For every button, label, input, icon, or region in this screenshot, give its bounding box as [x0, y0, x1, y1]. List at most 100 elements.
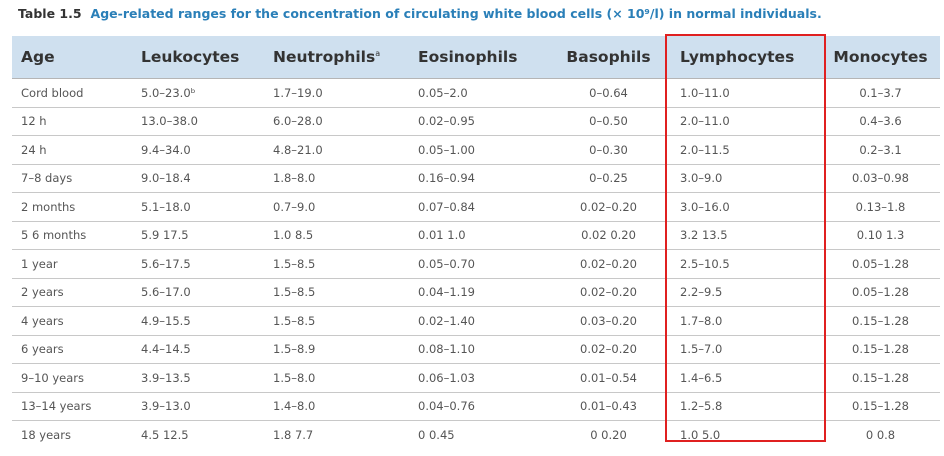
cell-eosinophils: 0.08–1.10: [409, 335, 546, 364]
cell-neutrophils: 1.5–8.5: [264, 306, 409, 336]
cell-eosinophils: 0.04–0.76: [409, 392, 546, 421]
cell-leukocytes: 3.9–13.5: [127, 363, 264, 393]
cell-lymphocytes: 2.5–10.5: [671, 249, 821, 279]
cell-age: 5 6 months: [12, 221, 127, 250]
table-row: 12 h 13.0–38.0 6.0–28.0 0.02–0.95 0–0.50 2.0–…: [12, 107, 940, 136]
cell-basophils: 0 0.20: [590, 427, 627, 442]
header-neutrophils: Neutrophilsa: [264, 36, 409, 79]
cell-lymphocytes: 2.0–11.5: [671, 135, 821, 165]
cell-monocytes: 0.05–1.28: [821, 278, 940, 307]
cell-lymphocytes: 1.7–8.0: [671, 306, 821, 336]
cell-monocytes: 0.1–3.7: [821, 78, 940, 108]
table-body: Cord blood 5.0–23.0ᵇ 1.7–19.0 0.05–2.0 0–0.6…: [12, 78, 940, 449]
table-row: Cord blood 5.0–23.0ᵇ 1.7–19.0 0.05–2.0 0–0.6…: [12, 78, 940, 108]
cell-lymphocytes: 1.0–11.0: [671, 78, 821, 108]
cell-monocytes: 0.10 1.3: [821, 221, 940, 250]
header-eosinophils: Eosinophils: [409, 36, 546, 79]
cell-neutrophils: 1.8 7.7: [273, 427, 314, 442]
header-neutrophils-label: Neutrophils: [273, 48, 376, 66]
cell-eosinophils: 0.06–1.03: [409, 363, 546, 393]
cell-leukocytes: 5.0–23.0ᵇ: [127, 78, 264, 108]
cell-eosinophils: 0.02–1.40: [409, 306, 546, 336]
cell-leukocytes: 3.9–13.0: [127, 392, 264, 421]
cell-age: 18 years: [21, 427, 71, 442]
cell-age: 2 years: [12, 278, 127, 307]
table-row: 1 year 5.6–17.5 1.5–8.5 0.05–0.70 0.02–0.20 2…: [12, 249, 940, 279]
table-caption: Table 1.5 Age-related ranges for the con…: [18, 6, 822, 21]
cell-neutrophils: 0.7–9.0: [264, 192, 409, 222]
cell-eosinophils: 0.05–1.00: [409, 135, 546, 165]
cell-monocytes: 0.15–1.28: [821, 363, 940, 393]
table-row: 24 h 9.4–34.0 4.8–21.0 0.05–1.00 0–0.30 2.0–1…: [12, 135, 940, 165]
cell-eosinophils: 0.01 1.0: [409, 221, 546, 250]
header-leukocytes: Leukocytes: [127, 36, 264, 79]
cell-basophils: 0.02–0.20: [546, 249, 671, 279]
cell-leukocytes: 5.6–17.0: [127, 278, 264, 307]
cell-eosinophils: 0.04–1.19: [409, 278, 546, 307]
cell-leukocytes: 5.9 17.5: [127, 221, 264, 250]
cell-basophils: 0.01–0.43: [546, 392, 671, 421]
header-monocytes: Monocytes: [821, 36, 940, 79]
cell-basophils: 0.03–0.20: [546, 306, 671, 336]
cell-monocytes: 0.03–0.98: [821, 164, 940, 193]
cell-monocytes: 0.15–1.28: [821, 392, 940, 421]
cell-lymphocytes: 3.0–16.0: [671, 192, 821, 222]
cell-basophils: 0–0.50: [546, 107, 671, 136]
cell-basophils: 0.02–0.20: [546, 278, 671, 307]
cell-leukocytes: 5.1–18.0: [127, 192, 264, 222]
cell-leukocytes: 4.4–14.5: [127, 335, 264, 364]
cell-monocytes: 0 0.8: [865, 427, 896, 442]
cell-basophils: 0.01–0.54: [546, 363, 671, 393]
cell-monocytes: 0.15–1.28: [821, 306, 940, 336]
cell-age: 4 years: [12, 306, 127, 336]
cell-lymphocytes: 1.5–7.0: [671, 335, 821, 364]
table-row: 6 years 4.4–14.5 1.5–8.9 0.08–1.10 0.02–0.20…: [12, 335, 940, 364]
table-number: Table 1.5: [18, 6, 82, 21]
cell-monocytes: 0.15–1.28: [821, 335, 940, 364]
cell-eosinophils: 0.07–0.84: [409, 192, 546, 222]
cell-lymphocytes: 1.4–6.5: [671, 363, 821, 393]
cell-basophils: 0–0.30: [546, 135, 671, 165]
cell-age: 24 h: [12, 135, 127, 165]
cell-basophils: 0.02 0.20: [546, 221, 671, 250]
cell-age: 9–10 years: [12, 363, 127, 393]
cell-neutrophils: 6.0–28.0: [264, 107, 409, 136]
cell-neutrophils: 1.0 8.5: [264, 221, 409, 250]
cell-age: Cord blood: [12, 78, 127, 108]
cell-monocytes: 0.2–3.1: [821, 135, 940, 165]
wbc-ranges-table: Age Leukocytes Neutrophilsa Eosinophils …: [12, 36, 940, 449]
cell-age: 2 months: [12, 192, 127, 222]
cell-neutrophils: 1.7–19.0: [264, 78, 409, 108]
cell-lymphocytes: 1.2–5.8: [671, 392, 821, 421]
cell-age: 7–8 days: [12, 164, 127, 193]
footnote-marker: a: [375, 48, 381, 58]
table-row: 4 years 4.9–15.5 1.5–8.5 0.02–1.40 0.03–0.20…: [12, 306, 940, 336]
table-row: 7–8 days 9.0–18.4 1.8–8.0 0.16–0.94 0–0.25 3.…: [12, 164, 940, 193]
header-basophils: Basophils: [546, 36, 671, 79]
cell-neutrophils: 1.4–8.0: [264, 392, 409, 421]
table-title: Age-related ranges for the concentration…: [90, 6, 822, 21]
table-row: 18 years 4.5 12.5 1.8 7.7 0 0.45 0 0.20 1.0 5…: [12, 421, 940, 449]
cell-neutrophils: 1.5–8.5: [264, 278, 409, 307]
table-row: 2 years 5.6–17.0 1.5–8.5 0.04–1.19 0.02–0.20…: [12, 278, 940, 307]
table-row: 2 months 5.1–18.0 0.7–9.0 0.07–0.84 0.02–0.2…: [12, 192, 940, 222]
cell-basophils: 0.02–0.20: [546, 335, 671, 364]
cell-basophils: 0–0.64: [546, 78, 671, 108]
cell-monocytes: 0.4–3.6: [821, 107, 940, 136]
cell-leukocytes: 9.4–34.0: [127, 135, 264, 165]
cell-age: 13–14 years: [12, 392, 127, 421]
cell-neutrophils: 1.5–8.5: [264, 249, 409, 279]
cell-neutrophils: 1.8–8.0: [264, 164, 409, 193]
cell-neutrophils: 1.5–8.0: [264, 363, 409, 393]
table-row: 9–10 years 3.9–13.5 1.5–8.0 0.06–1.03 0.01–0…: [12, 363, 940, 393]
cell-eosinophils: 0.05–0.70: [409, 249, 546, 279]
cell-basophils: 0.02–0.20: [546, 192, 671, 222]
cell-eosinophils: 0.16–0.94: [409, 164, 546, 193]
cell-eosinophils: 0 0.45: [418, 427, 455, 442]
cell-lymphocytes: 3.2 13.5: [671, 221, 821, 250]
table-row: 13–14 years 3.9–13.0 1.4–8.0 0.04–0.76 0.01–…: [12, 392, 940, 421]
cell-leukocytes: 13.0–38.0: [127, 107, 264, 136]
cell-basophils: 0–0.25: [546, 164, 671, 193]
cell-lymphocytes: 1.0 5.0: [680, 427, 721, 442]
cell-monocytes: 0.13–1.8: [821, 192, 940, 222]
